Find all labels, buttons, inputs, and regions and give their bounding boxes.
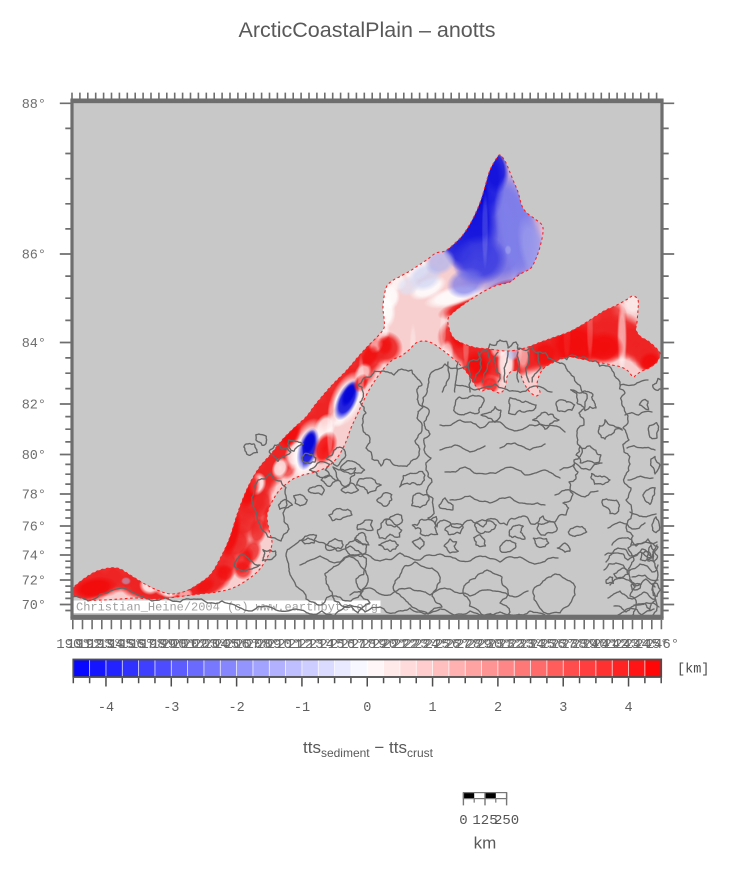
svg-text:ttssediment − ttscrust: ttssediment − ttscrust: [303, 738, 434, 760]
svg-text:74°: 74°: [22, 550, 46, 565]
svg-text:78°: 78°: [22, 489, 46, 504]
svg-text:220°: 220°: [372, 637, 406, 653]
svg-text:240°: 240°: [582, 637, 616, 653]
svg-text:243°: 243°: [614, 637, 648, 653]
svg-text:234°: 234°: [519, 637, 553, 653]
svg-text:209°: 209°: [256, 637, 290, 653]
svg-text:86°: 86°: [22, 249, 46, 264]
svg-text:[km]: [km]: [677, 663, 709, 678]
svg-text:242°: 242°: [603, 637, 637, 653]
svg-text:245°: 245°: [635, 637, 669, 653]
svg-text:88°: 88°: [22, 98, 46, 113]
svg-text:218°: 218°: [351, 637, 385, 653]
svg-text:2: 2: [494, 701, 502, 716]
svg-text:222°: 222°: [393, 637, 427, 653]
svg-text:4: 4: [625, 701, 633, 716]
svg-text:195°: 195°: [109, 637, 143, 653]
svg-text:70°: 70°: [22, 599, 46, 614]
svg-text:204°: 204°: [203, 637, 237, 653]
svg-text:246°: 246°: [646, 637, 680, 653]
svg-text:Christian_Heine/2004 (c) www.e: Christian_Heine/2004 (c) www.earthbyte.o…: [76, 601, 378, 615]
svg-text:196°: 196°: [119, 637, 153, 653]
svg-text:221°: 221°: [382, 637, 416, 653]
svg-text:194°: 194°: [98, 637, 132, 653]
svg-text:219°: 219°: [361, 637, 395, 653]
svg-text:0: 0: [363, 701, 371, 716]
svg-text:235°: 235°: [530, 637, 564, 653]
svg-text:230°: 230°: [477, 637, 511, 653]
svg-text:84°: 84°: [22, 337, 46, 352]
svg-text:211°: 211°: [277, 637, 311, 653]
svg-text:80°: 80°: [22, 449, 46, 464]
svg-text:ArcticCoastalPlain – anotts: ArcticCoastalPlain – anotts: [239, 18, 496, 42]
svg-text:210°: 210°: [267, 637, 301, 653]
svg-text:82°: 82°: [22, 399, 46, 414]
svg-text:201°: 201°: [172, 637, 206, 653]
svg-text:190°: 190°: [56, 637, 90, 653]
svg-text:212°: 212°: [288, 637, 322, 653]
svg-text:125: 125: [472, 813, 497, 829]
svg-text:76°: 76°: [22, 521, 46, 536]
svg-text:202°: 202°: [182, 637, 216, 653]
svg-text:197°: 197°: [130, 637, 164, 653]
svg-text:193°: 193°: [88, 637, 122, 653]
svg-text:192°: 192°: [77, 637, 111, 653]
svg-text:207°: 207°: [235, 637, 269, 653]
svg-text:205°: 205°: [214, 637, 248, 653]
svg-text:231°: 231°: [488, 637, 522, 653]
svg-text:238°: 238°: [561, 637, 595, 653]
svg-text:200°: 200°: [161, 637, 195, 653]
svg-text:244°: 244°: [625, 637, 659, 653]
svg-text:198°: 198°: [140, 637, 174, 653]
svg-text:250: 250: [494, 813, 519, 829]
svg-text:72°: 72°: [22, 575, 46, 590]
svg-text:236°: 236°: [540, 637, 574, 653]
svg-text:-4: -4: [98, 701, 114, 716]
svg-text:229°: 229°: [467, 637, 501, 653]
svg-text:233°: 233°: [509, 637, 543, 653]
svg-text:232°: 232°: [498, 637, 532, 653]
svg-text:223°: 223°: [403, 637, 437, 653]
svg-text:241°: 241°: [593, 637, 627, 653]
svg-text:208°: 208°: [246, 637, 280, 653]
svg-text:-3: -3: [163, 701, 179, 716]
svg-text:km: km: [474, 834, 497, 853]
svg-text:239°: 239°: [572, 637, 606, 653]
svg-text:228°: 228°: [456, 637, 490, 653]
svg-text:215°: 215°: [319, 637, 353, 653]
svg-text:237°: 237°: [551, 637, 585, 653]
svg-text:226°: 226°: [435, 637, 469, 653]
svg-text:213°: 213°: [298, 637, 332, 653]
svg-text:216°: 216°: [330, 637, 364, 653]
svg-text:-1: -1: [294, 701, 310, 716]
svg-text:191°: 191°: [67, 637, 101, 653]
svg-text:206°: 206°: [225, 637, 259, 653]
svg-text:225°: 225°: [425, 637, 459, 653]
svg-text:214°: 214°: [309, 637, 343, 653]
svg-text:1: 1: [429, 701, 437, 716]
svg-text:-2: -2: [228, 701, 244, 716]
svg-text:0: 0: [459, 813, 467, 829]
svg-text:3: 3: [559, 701, 567, 716]
svg-text:224°: 224°: [414, 637, 448, 653]
svg-text:199°: 199°: [151, 637, 185, 653]
svg-text:227°: 227°: [446, 637, 480, 653]
svg-text:203°: 203°: [193, 637, 227, 653]
svg-text:217°: 217°: [340, 637, 374, 653]
